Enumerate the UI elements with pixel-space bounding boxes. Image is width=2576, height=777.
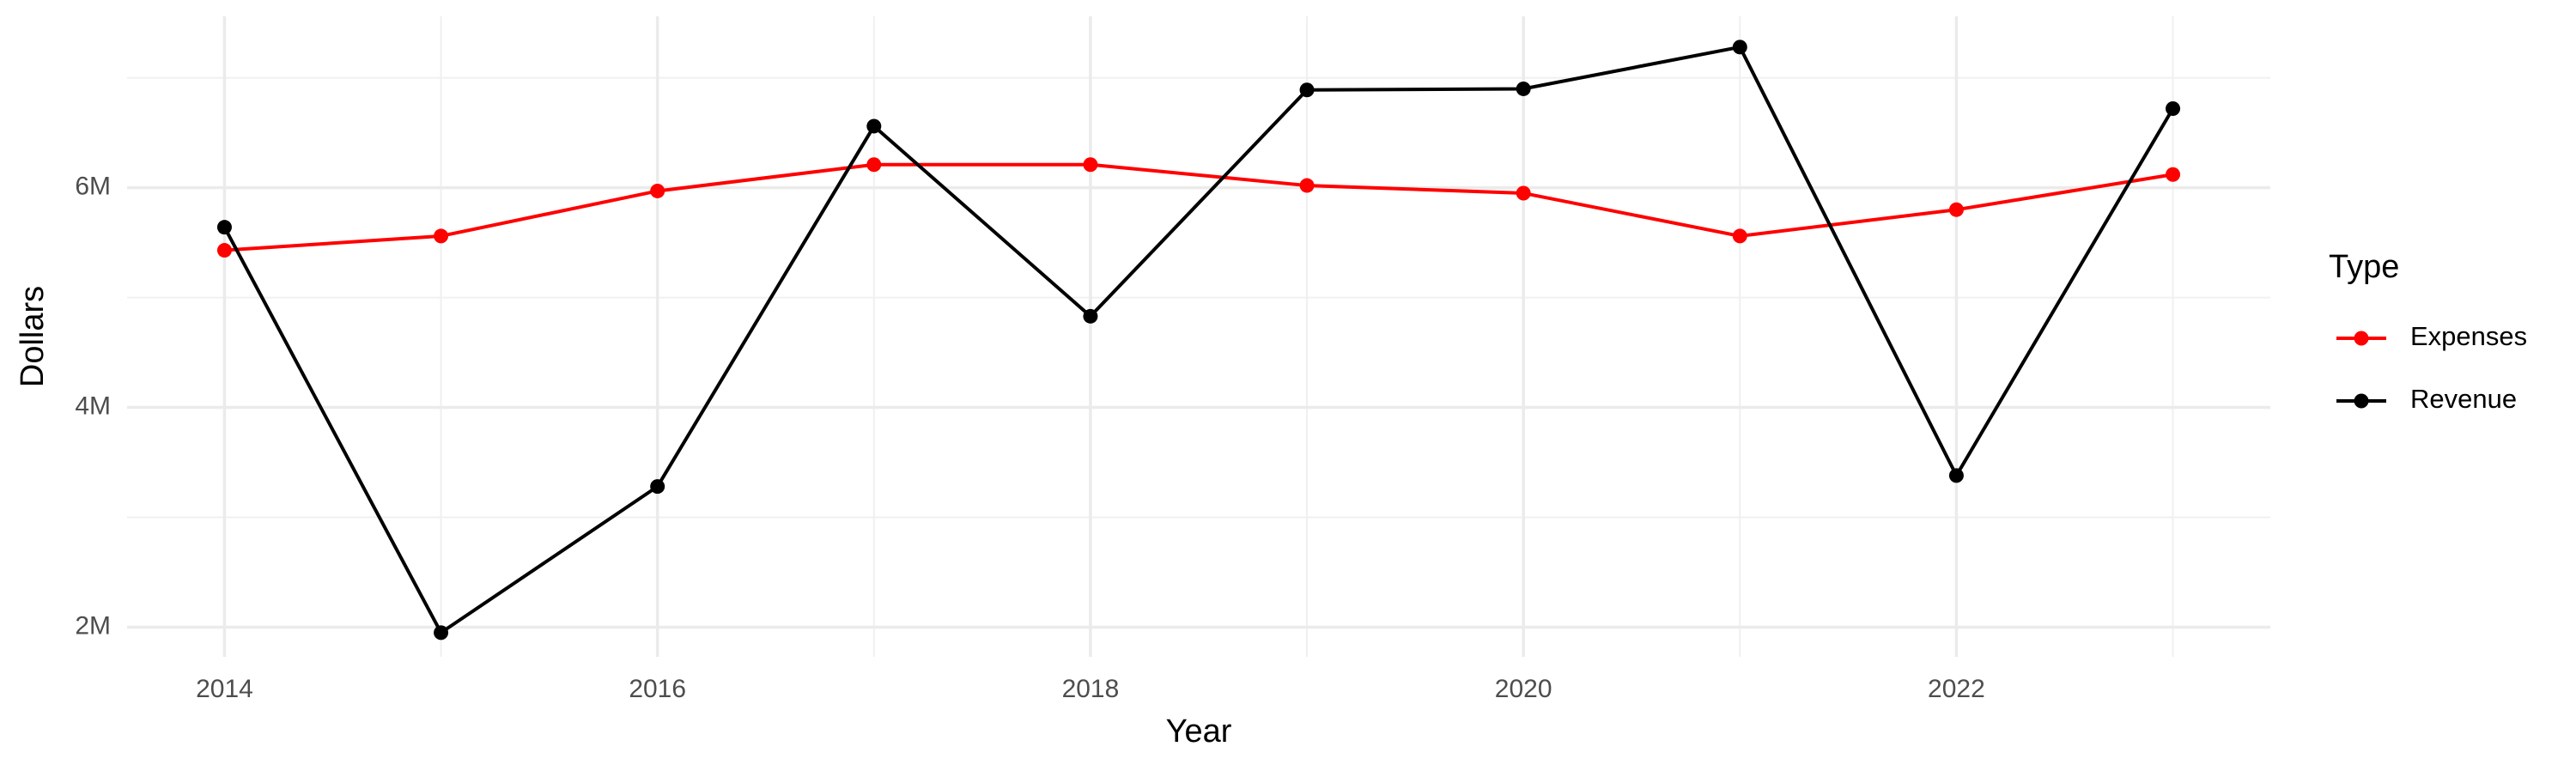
y-tick-label: 4M [75, 392, 111, 420]
y-tick-label: 2M [75, 611, 111, 640]
plot-layer: 2M 4M 6M 2014 2016 2018 2020 2022 [75, 16, 2270, 703]
x-tick-label: 2018 [1062, 675, 1120, 703]
legend-title: Type [2329, 249, 2399, 285]
x-tick-label: 2014 [196, 675, 253, 703]
series-line [224, 162, 2173, 252]
data-point [1083, 308, 1098, 324]
x-tick-label: 2022 [1928, 675, 1985, 703]
data-point [1732, 39, 1747, 55]
y-tick-label: 6M [75, 173, 111, 201]
legend-label: Expenses [2410, 321, 2527, 351]
x-axis-title: Year [1166, 713, 1232, 750]
data-point [2166, 100, 2181, 116]
data-point [434, 228, 449, 244]
data-point [866, 118, 882, 134]
legend-key-point [2354, 393, 2369, 409]
legend-label: Revenue [2410, 384, 2517, 414]
data-point [1732, 228, 1747, 244]
data-point [1948, 468, 1964, 483]
legend-key-point [2354, 331, 2369, 346]
data-point [1516, 81, 1531, 96]
series-line [222, 45, 2175, 634]
data-point [434, 625, 449, 640]
x-tick-label: 2020 [1495, 675, 1552, 703]
data-point [216, 220, 232, 235]
x-tick-label: 2016 [629, 675, 686, 703]
data-point [650, 183, 665, 198]
data-point [2166, 167, 2181, 182]
y-axis-title: Dollars [15, 286, 51, 387]
data-point [1083, 157, 1098, 173]
data-point [866, 157, 882, 173]
data-point [1299, 82, 1315, 98]
data-point [1299, 178, 1315, 193]
data-point [216, 243, 232, 258]
data-point [1516, 185, 1531, 201]
data-point [1948, 202, 1964, 217]
data-point [650, 479, 665, 495]
